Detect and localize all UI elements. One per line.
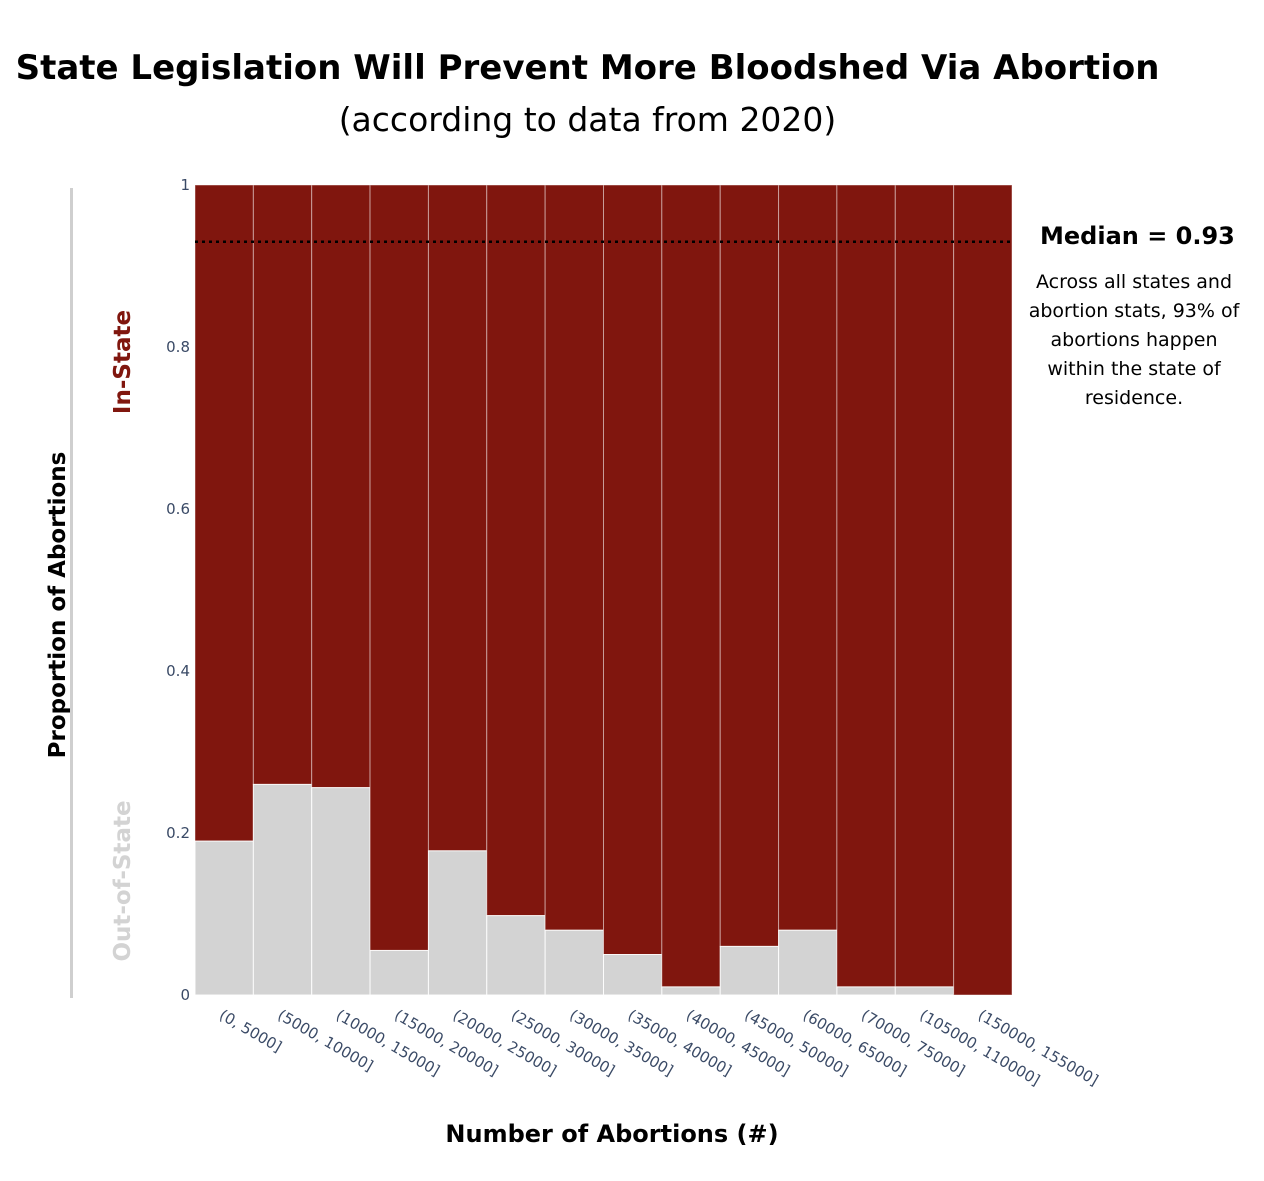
bar-out-of-state-12: [894, 986, 955, 996]
chart-title: State Legislation Will Prevent More Bloo…: [15, 48, 1160, 88]
bar-out-of-state-11: [836, 986, 896, 996]
bar-in-state-1: [252, 184, 313, 785]
bar-in-state-3: [369, 184, 429, 951]
bar-in-state-11: [836, 184, 896, 988]
y-tick-label-0: 0: [180, 986, 190, 1004]
bar-out-of-state-1: [252, 783, 313, 996]
bar-in-state-7: [603, 184, 663, 955]
median-note: Across all states and abortion stats, 93…: [1028, 271, 1240, 409]
bar-out-of-state-5: [486, 915, 546, 996]
bar-out-of-state-7: [603, 954, 663, 996]
median-label: Median = 0.93: [1040, 222, 1235, 250]
bar-out-of-state-4: [427, 850, 488, 996]
bar-in-state-12: [894, 184, 955, 988]
bar-in-state-9: [719, 184, 780, 947]
bar-in-state-10: [778, 184, 838, 931]
bar-in-state-5: [486, 184, 546, 917]
bar-out-of-state-2: [311, 787, 371, 996]
bar-in-state-0: [194, 184, 254, 842]
bar-out-of-state-6: [544, 929, 605, 996]
bar-in-state-13: [953, 184, 1013, 996]
y-tick-label-1: 0.2: [166, 824, 190, 842]
bar-out-of-state-10: [778, 929, 838, 996]
bar-out-of-state-9: [719, 945, 780, 996]
bar-out-of-state-3: [369, 949, 429, 996]
bar-out-of-state-0: [194, 840, 254, 996]
y-tick-label-3: 0.6: [166, 500, 190, 518]
bar-in-state-8: [661, 184, 721, 988]
y-tick-label-5: 1: [180, 176, 190, 194]
side-rule: [70, 188, 73, 998]
x-tick-label-0: (0, 5000]: [216, 1006, 285, 1056]
x-axis-label: Number of Abortions (#): [445, 1120, 779, 1148]
bar-in-state-6: [544, 184, 605, 931]
bar-out-of-state-8: [661, 986, 721, 996]
chart-subtitle: (according to data from 2020): [338, 100, 837, 139]
bar-in-state-2: [311, 184, 371, 789]
y-tick-label-4: 0.8: [166, 338, 190, 356]
bar-in-state-4: [427, 184, 488, 852]
y-tick-label-2: 0.4: [166, 662, 190, 680]
